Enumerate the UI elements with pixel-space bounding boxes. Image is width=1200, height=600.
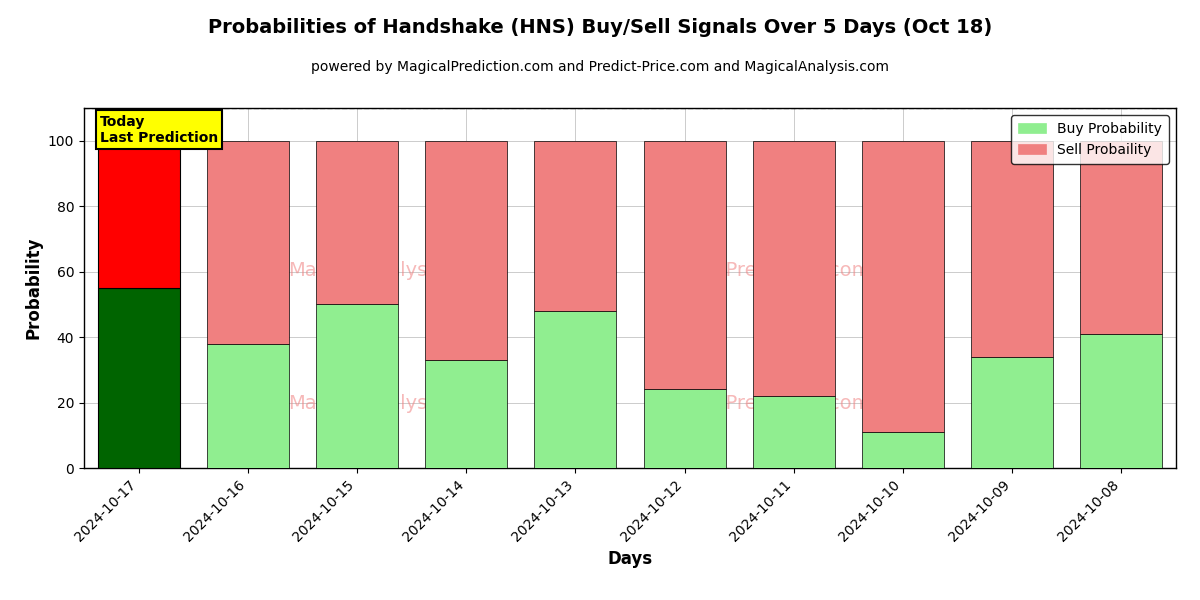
Bar <box>316 141 398 304</box>
Bar <box>534 141 617 311</box>
Bar <box>643 141 726 389</box>
Bar <box>316 304 398 468</box>
Bar <box>752 396 835 468</box>
Bar <box>862 141 944 432</box>
Bar <box>425 141 508 360</box>
Bar <box>1080 334 1163 468</box>
Text: powered by MagicalPrediction.com and Predict-Price.com and MagicalAnalysis.com: powered by MagicalPrediction.com and Pre… <box>311 60 889 74</box>
Bar <box>534 311 617 468</box>
X-axis label: Days: Days <box>607 550 653 568</box>
Bar <box>971 357 1054 468</box>
Bar <box>862 432 944 468</box>
Text: MagicalAnalysis.com: MagicalAnalysis.com <box>288 394 491 413</box>
Bar <box>206 141 289 344</box>
Text: MagicalPrediction.com: MagicalPrediction.com <box>652 260 871 280</box>
Text: Probabilities of Handshake (HNS) Buy/Sell Signals Over 5 Days (Oct 18): Probabilities of Handshake (HNS) Buy/Sel… <box>208 18 992 37</box>
Bar <box>971 141 1054 357</box>
Bar <box>425 360 508 468</box>
Text: MagicalPrediction.com: MagicalPrediction.com <box>652 394 871 413</box>
Bar <box>643 389 726 468</box>
Bar <box>752 141 835 396</box>
Bar <box>1080 141 1163 334</box>
Legend: Buy Probability, Sell Probaility: Buy Probability, Sell Probaility <box>1012 115 1169 164</box>
Text: Today
Last Prediction: Today Last Prediction <box>100 115 218 145</box>
Text: MagicalAnalysis.com: MagicalAnalysis.com <box>288 260 491 280</box>
Bar <box>97 141 180 288</box>
Bar <box>97 288 180 468</box>
Bar <box>206 344 289 468</box>
Y-axis label: Probability: Probability <box>24 237 42 339</box>
